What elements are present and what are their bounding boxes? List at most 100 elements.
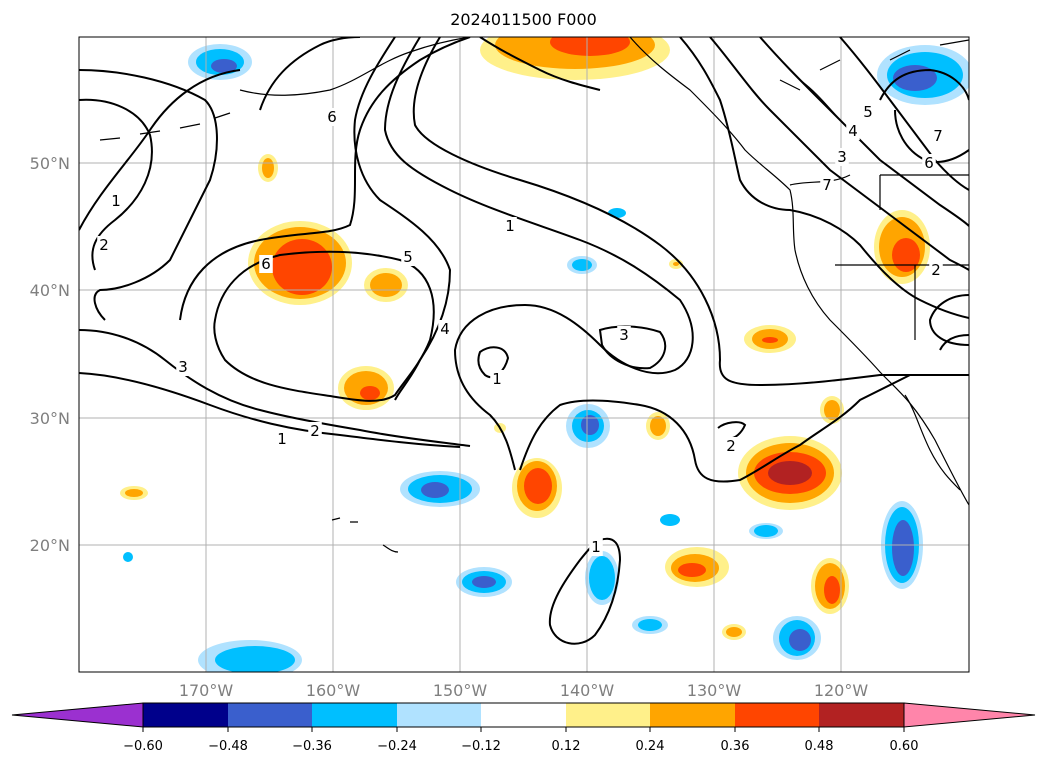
positive-anomaly-blob [646,412,670,440]
contour-label: 5 [863,103,873,121]
contour-label: 7 [933,127,943,145]
negative-anomaly-blob [400,471,480,507]
map-frame [78,36,970,673]
contour-label-halo [503,217,517,235]
longitude-labels: 170°W 160°W 150°W 140°W 130°W 120°W [179,681,869,700]
contour-label-halo [861,103,875,121]
positive-anomaly-blob [120,486,148,500]
negative-anomaly-blob [123,552,133,562]
contour-label-halo [275,430,289,448]
negative-anomaly-blob [567,256,597,274]
contour-label: 3 [619,326,629,344]
colorbar-ticks [142,727,905,732]
contour-label-halo [259,255,273,273]
lon-label-160w: 160°W [306,681,361,700]
colorbar-tick-label: 0.60 [890,739,919,754]
contour-label: 1 [111,192,121,210]
contour-label-halo [97,236,111,254]
contour-label-halo [931,127,945,145]
colorbar-frame [142,702,905,728]
contour-label: 4 [440,320,450,338]
contour-label-halo [438,320,452,338]
colorbar-tick-label: 0.24 [636,739,665,754]
contour-label-halo [922,154,936,172]
contour-label-halo [308,422,322,440]
negative-anomaly-blob [773,616,821,660]
contour-label-halo [929,261,943,279]
contour-label-halo [589,538,603,556]
contour-label: 3 [837,148,847,166]
contour-label-halo [490,370,504,388]
colorbar-extend-low [11,702,144,728]
lon-label-120w: 120°W [814,681,869,700]
contour-label: 2 [99,236,109,254]
contour-label-halo [835,148,849,166]
contour-label-halo [724,437,738,455]
contour-label: 6 [924,154,934,172]
lat-label-30n: 30°N [30,409,70,428]
contour-labels: 1 2 6 6 5 4 3 1 2 1 1 3 2 1 5 4 3 7 6 7 … [97,103,945,556]
contour-label: 1 [492,370,502,388]
colorbar-tick-label: 0.36 [721,739,750,754]
contour-label: 2 [931,261,941,279]
positive-anomaly-blob [874,210,930,284]
contour-label: 3 [178,358,188,376]
colorbar-segment [735,703,819,727]
lon-label-150w: 150°W [433,681,488,700]
positive-anomaly-blob [811,558,849,614]
colorbar-segment [143,703,228,727]
contour-label: 4 [848,122,858,140]
colorbar-segment [312,703,397,727]
positive-anomaly-blob [738,436,842,510]
lon-label-130w: 130°W [687,681,742,700]
negative-anomaly-blob [456,567,512,597]
positive-anomaly-blob [722,624,746,640]
negative-anomaly-blob [585,551,619,605]
contour-label: 5 [403,248,413,266]
positive-anomaly-blob [480,37,670,80]
colorbar-segment [819,703,904,727]
negative-anomaly-blob [660,514,680,526]
contour-label-halo [401,248,415,266]
positive-anomaly-blob [258,154,278,182]
colorbar-segment [650,703,735,727]
contour-label: 1 [505,217,515,235]
contour-label: 6 [261,255,271,273]
negative-anomaly-blob [749,523,783,539]
positive-anomaly-blob [820,396,844,424]
contour-label-halo [846,122,860,140]
lon-label-170w: 170°W [179,681,234,700]
lat-label-40n: 40°N [30,281,70,300]
positive-anomaly-blob [364,268,408,302]
colorbar-segment [228,703,312,727]
latitude-labels: 50°N 40°N 30°N 20°N [30,154,70,555]
colorbar-segment [481,703,566,727]
contour-label-halo [325,108,339,126]
lat-label-50n: 50°N [30,154,70,173]
contour-label-halo [617,326,631,344]
colorbar-segment [566,703,650,727]
colorbar-tick-label: −0.36 [292,739,332,754]
contour-label: 2 [310,422,320,440]
contour-label: 6 [327,108,337,126]
colorbar-extend-high [903,702,1036,728]
contour-label-halo [820,176,834,194]
negative-anomaly-blob [632,616,668,634]
contour-label-halo [176,358,190,376]
contour-label: 1 [591,538,601,556]
contour-label: 2 [726,437,736,455]
negative-anomaly-blob [877,45,969,105]
positive-anomaly-blob [744,325,796,353]
contour-label: 1 [277,430,287,448]
shaded-anomalies [120,37,969,672]
positive-anomaly-blob [512,458,562,518]
positive-anomaly-blob [665,547,729,587]
contour-label-halo [109,192,123,210]
contour-label: 7 [822,176,832,194]
colorbar-tick-label: 0.12 [552,739,581,754]
colorbar-segment [397,703,481,727]
negative-anomaly-blob [608,208,626,218]
colorbar: −0.60 −0.48 −0.36 −0.24 −0.12 0.12 0.24 … [11,702,1036,754]
colorbar-tick-label: 0.48 [805,739,834,754]
